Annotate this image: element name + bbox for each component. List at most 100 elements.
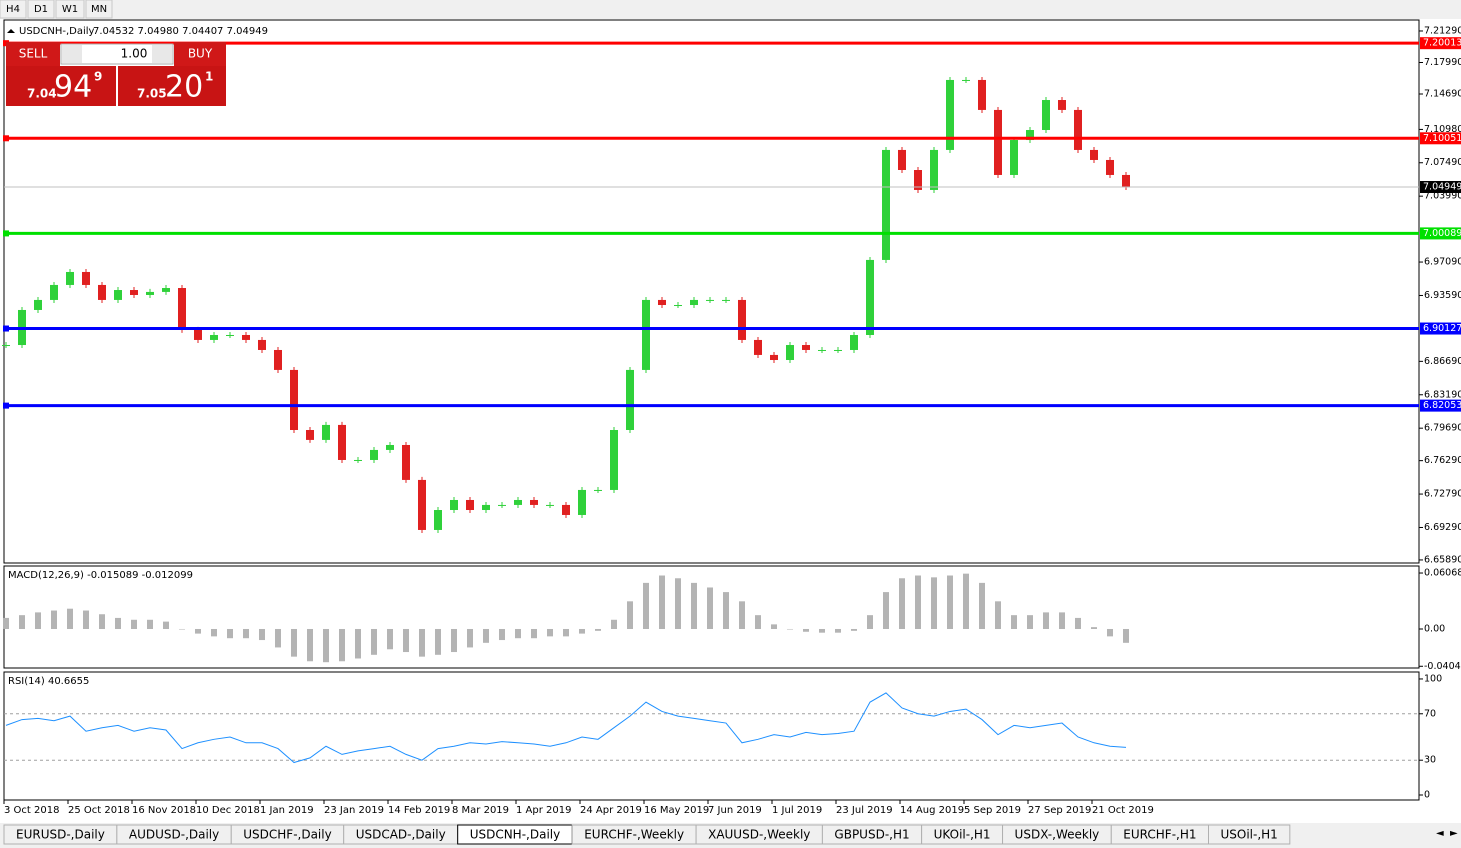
macd-bar	[899, 578, 905, 629]
ask-box[interactable]	[118, 66, 226, 106]
buy-button[interactable]	[174, 42, 226, 66]
macd-bar	[307, 628, 313, 662]
timeframe-label[interactable]: D1	[34, 4, 48, 15]
macd-bar	[483, 628, 489, 643]
candle	[146, 291, 154, 295]
macd-bar	[275, 628, 281, 648]
y-tick-label: 70	[1424, 708, 1436, 719]
macd-bar	[531, 628, 537, 639]
candle	[82, 271, 90, 285]
candle	[994, 109, 1002, 175]
symbol-tab-label[interactable]: XAUUSD-,Weekly	[708, 828, 810, 842]
candle	[626, 369, 634, 430]
sell-button[interactable]	[6, 42, 60, 66]
macd-bar	[1011, 615, 1017, 629]
symbol-tab-label[interactable]: AUDUSD-,Daily	[129, 828, 219, 842]
price-level-tag	[1420, 322, 1461, 335]
bid-box[interactable]	[6, 66, 116, 106]
timeframe-label[interactable]: H4	[6, 4, 20, 15]
timeframe-button[interactable]	[27, 0, 55, 19]
macd-bar	[1075, 617, 1081, 629]
macd-bar	[3, 617, 9, 629]
macd-bar	[387, 628, 393, 650]
symbol-tab-label[interactable]: EURCHF-,H1	[1123, 828, 1196, 842]
symbol-tab-label[interactable]: UKOil-,H1	[934, 828, 991, 842]
macd-bar	[883, 592, 889, 629]
candle	[770, 354, 778, 361]
timeframe-button[interactable]	[85, 0, 113, 19]
lot-value[interactable]: 1.00	[121, 47, 148, 61]
candle	[178, 288, 186, 330]
symbol-tab-label[interactable]: USDCAD-,Daily	[356, 828, 446, 842]
y-tick-label: 6.69290	[1424, 522, 1461, 533]
candle	[914, 170, 922, 190]
buy-label[interactable]: BUY	[188, 47, 213, 61]
timeframe-label[interactable]: W1	[62, 4, 78, 15]
sell-label[interactable]: SELL	[19, 47, 48, 61]
y-tick-label: 0.00	[1424, 623, 1445, 634]
y-tick-label: 6.93590	[1424, 290, 1461, 301]
bid-big: 7.04	[27, 87, 57, 101]
symbol-tab-label[interactable]: EURCHF-,Weekly	[584, 828, 684, 842]
bid-pips: 94	[54, 70, 92, 105]
macd-bar	[131, 619, 137, 629]
macd-bar	[147, 619, 153, 629]
macd-bar	[691, 582, 697, 629]
macd-bar	[771, 624, 777, 629]
macd-bar	[227, 628, 233, 639]
candle	[306, 429, 314, 440]
candle	[1010, 140, 1018, 175]
candle	[882, 149, 890, 260]
y-tick-label: 100	[1424, 673, 1442, 684]
candle	[578, 489, 586, 515]
candle	[114, 290, 122, 300]
symbol-tab-label[interactable]: USOil-,H1	[1221, 828, 1278, 842]
macd-bar	[1059, 612, 1065, 629]
candle	[498, 504, 506, 506]
symbol-tab-label[interactable]: USDCHF-,Daily	[243, 828, 331, 842]
price-level-label: 6.90127	[1423, 323, 1461, 334]
tab-scroll-right[interactable]: ►	[1450, 828, 1458, 839]
lot-spinner[interactable]	[60, 43, 174, 65]
macd-bar	[195, 628, 201, 634]
y-tick-label: 0	[1424, 790, 1430, 801]
x-tick-label: 24 Apr 2019	[580, 805, 642, 816]
macd-bar	[435, 628, 441, 655]
candle	[978, 79, 986, 110]
candle	[514, 499, 522, 505]
candle	[162, 288, 170, 292]
macd-bar	[51, 610, 57, 629]
macd-bar	[499, 628, 505, 641]
y-tick-label: 6.79690	[1424, 423, 1461, 434]
symbol-tab-label[interactable]: GBPUSD-,H1	[834, 828, 909, 842]
price-level-handle	[3, 230, 9, 237]
symbol-tab-label[interactable]: USDX-,Weekly	[1015, 828, 1100, 842]
macd-bar	[611, 619, 617, 629]
candle	[530, 499, 538, 505]
x-tick-label: 27 Sep 2019	[1028, 805, 1091, 816]
lot-decrease[interactable]	[62, 45, 82, 63]
macd-bar	[467, 628, 473, 648]
candle	[370, 449, 378, 460]
candle	[642, 299, 650, 370]
symbol-tab-label[interactable]: USDCNH-,Daily	[470, 828, 561, 842]
candle	[482, 504, 490, 511]
symbol-tab[interactable]	[1208, 824, 1291, 845]
candle	[898, 149, 906, 171]
y-tick-label: 6.97090	[1424, 257, 1461, 268]
timeframe-label[interactable]: MN	[91, 4, 107, 15]
macd-bar	[323, 628, 329, 663]
candle	[434, 510, 442, 530]
lot-increase[interactable]	[152, 45, 172, 63]
symbol-tab-label[interactable]: EURUSD-,Daily	[16, 828, 105, 842]
y-tick-label: 7.03990	[1424, 191, 1461, 202]
x-tick-label: 25 Oct 2018	[68, 805, 130, 816]
price-level-handle	[3, 135, 9, 142]
macd-bar	[67, 608, 73, 629]
tab-scroll-left[interactable]: ◄	[1436, 828, 1444, 839]
macd-bar	[211, 628, 217, 637]
candle	[930, 149, 938, 190]
timeframe-button[interactable]	[55, 0, 85, 19]
timeframe-button[interactable]	[0, 0, 27, 19]
x-tick-label: 16 Nov 2018	[132, 805, 196, 816]
